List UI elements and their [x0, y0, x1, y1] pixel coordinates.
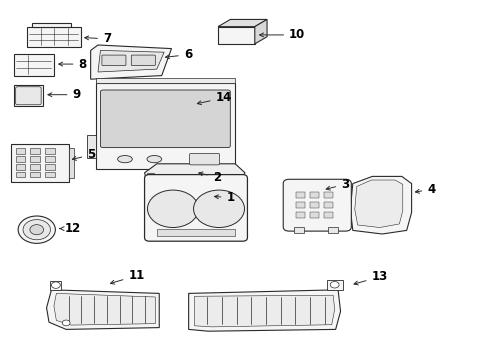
Circle shape — [194, 190, 245, 228]
Bar — [45, 172, 55, 177]
Polygon shape — [327, 280, 343, 290]
Polygon shape — [98, 50, 164, 72]
Bar — [45, 164, 55, 170]
Polygon shape — [145, 164, 245, 182]
Polygon shape — [96, 79, 113, 83]
Polygon shape — [87, 135, 96, 158]
Circle shape — [51, 282, 60, 288]
Polygon shape — [189, 290, 341, 331]
Text: 2: 2 — [199, 171, 221, 184]
Polygon shape — [218, 19, 267, 27]
Ellipse shape — [147, 156, 162, 163]
Polygon shape — [195, 295, 335, 327]
Bar — [16, 148, 25, 154]
Polygon shape — [54, 293, 155, 325]
Bar — [324, 192, 333, 198]
Text: 9: 9 — [48, 88, 81, 101]
Bar — [16, 172, 25, 177]
Polygon shape — [157, 229, 235, 236]
Polygon shape — [27, 27, 81, 47]
Bar — [16, 156, 25, 162]
Polygon shape — [255, 19, 267, 44]
Bar — [324, 212, 333, 218]
FancyBboxPatch shape — [283, 179, 351, 231]
Polygon shape — [96, 83, 235, 169]
Polygon shape — [91, 45, 172, 79]
Circle shape — [23, 220, 50, 240]
Text: 5: 5 — [73, 148, 96, 161]
Bar — [45, 148, 55, 154]
Polygon shape — [218, 27, 255, 44]
Text: 1: 1 — [215, 191, 235, 204]
Polygon shape — [96, 78, 235, 83]
FancyBboxPatch shape — [131, 55, 155, 66]
Polygon shape — [69, 148, 74, 178]
Text: 14: 14 — [197, 91, 232, 105]
Circle shape — [30, 225, 44, 235]
Bar — [310, 192, 319, 198]
Bar — [30, 156, 40, 162]
FancyBboxPatch shape — [145, 175, 247, 241]
Polygon shape — [355, 180, 403, 228]
Polygon shape — [47, 290, 159, 329]
Polygon shape — [50, 281, 61, 290]
Polygon shape — [14, 85, 43, 106]
Ellipse shape — [118, 156, 132, 163]
Bar — [30, 172, 40, 177]
Polygon shape — [294, 227, 304, 233]
Circle shape — [62, 320, 70, 326]
Bar — [310, 202, 319, 208]
Bar — [296, 202, 305, 208]
Text: 12: 12 — [60, 222, 81, 235]
Polygon shape — [328, 227, 338, 233]
FancyBboxPatch shape — [100, 90, 230, 148]
FancyBboxPatch shape — [102, 55, 126, 66]
FancyBboxPatch shape — [16, 87, 41, 105]
Text: 11: 11 — [111, 269, 145, 284]
Bar — [30, 164, 40, 170]
Polygon shape — [147, 173, 154, 177]
Circle shape — [147, 190, 198, 228]
Bar — [296, 212, 305, 218]
Polygon shape — [11, 144, 69, 182]
Text: 8: 8 — [59, 58, 87, 71]
Text: 13: 13 — [354, 270, 388, 285]
Polygon shape — [32, 23, 71, 27]
Bar — [296, 192, 305, 198]
Text: 4: 4 — [416, 183, 436, 196]
Circle shape — [330, 282, 339, 288]
Circle shape — [18, 216, 55, 243]
Text: 3: 3 — [326, 178, 349, 191]
Polygon shape — [350, 176, 412, 234]
Bar — [324, 202, 333, 208]
Bar — [310, 212, 319, 218]
Bar — [30, 148, 40, 154]
Bar — [45, 156, 55, 162]
Polygon shape — [14, 54, 54, 76]
Text: 7: 7 — [85, 32, 111, 45]
Text: 10: 10 — [260, 28, 305, 41]
Text: 6: 6 — [166, 48, 192, 61]
FancyBboxPatch shape — [190, 153, 220, 165]
Bar — [16, 164, 25, 170]
